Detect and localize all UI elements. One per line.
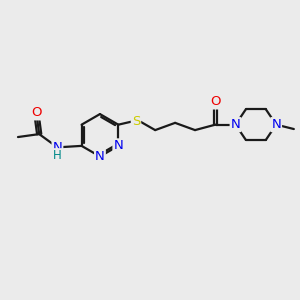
Text: N: N [271,118,281,131]
Text: H: H [53,149,62,162]
Text: S: S [132,115,140,128]
Text: N: N [231,118,240,131]
Text: N: N [95,150,105,163]
Text: O: O [210,95,221,108]
Text: N: N [113,140,123,152]
Text: N: N [52,141,62,154]
Text: O: O [32,106,42,119]
